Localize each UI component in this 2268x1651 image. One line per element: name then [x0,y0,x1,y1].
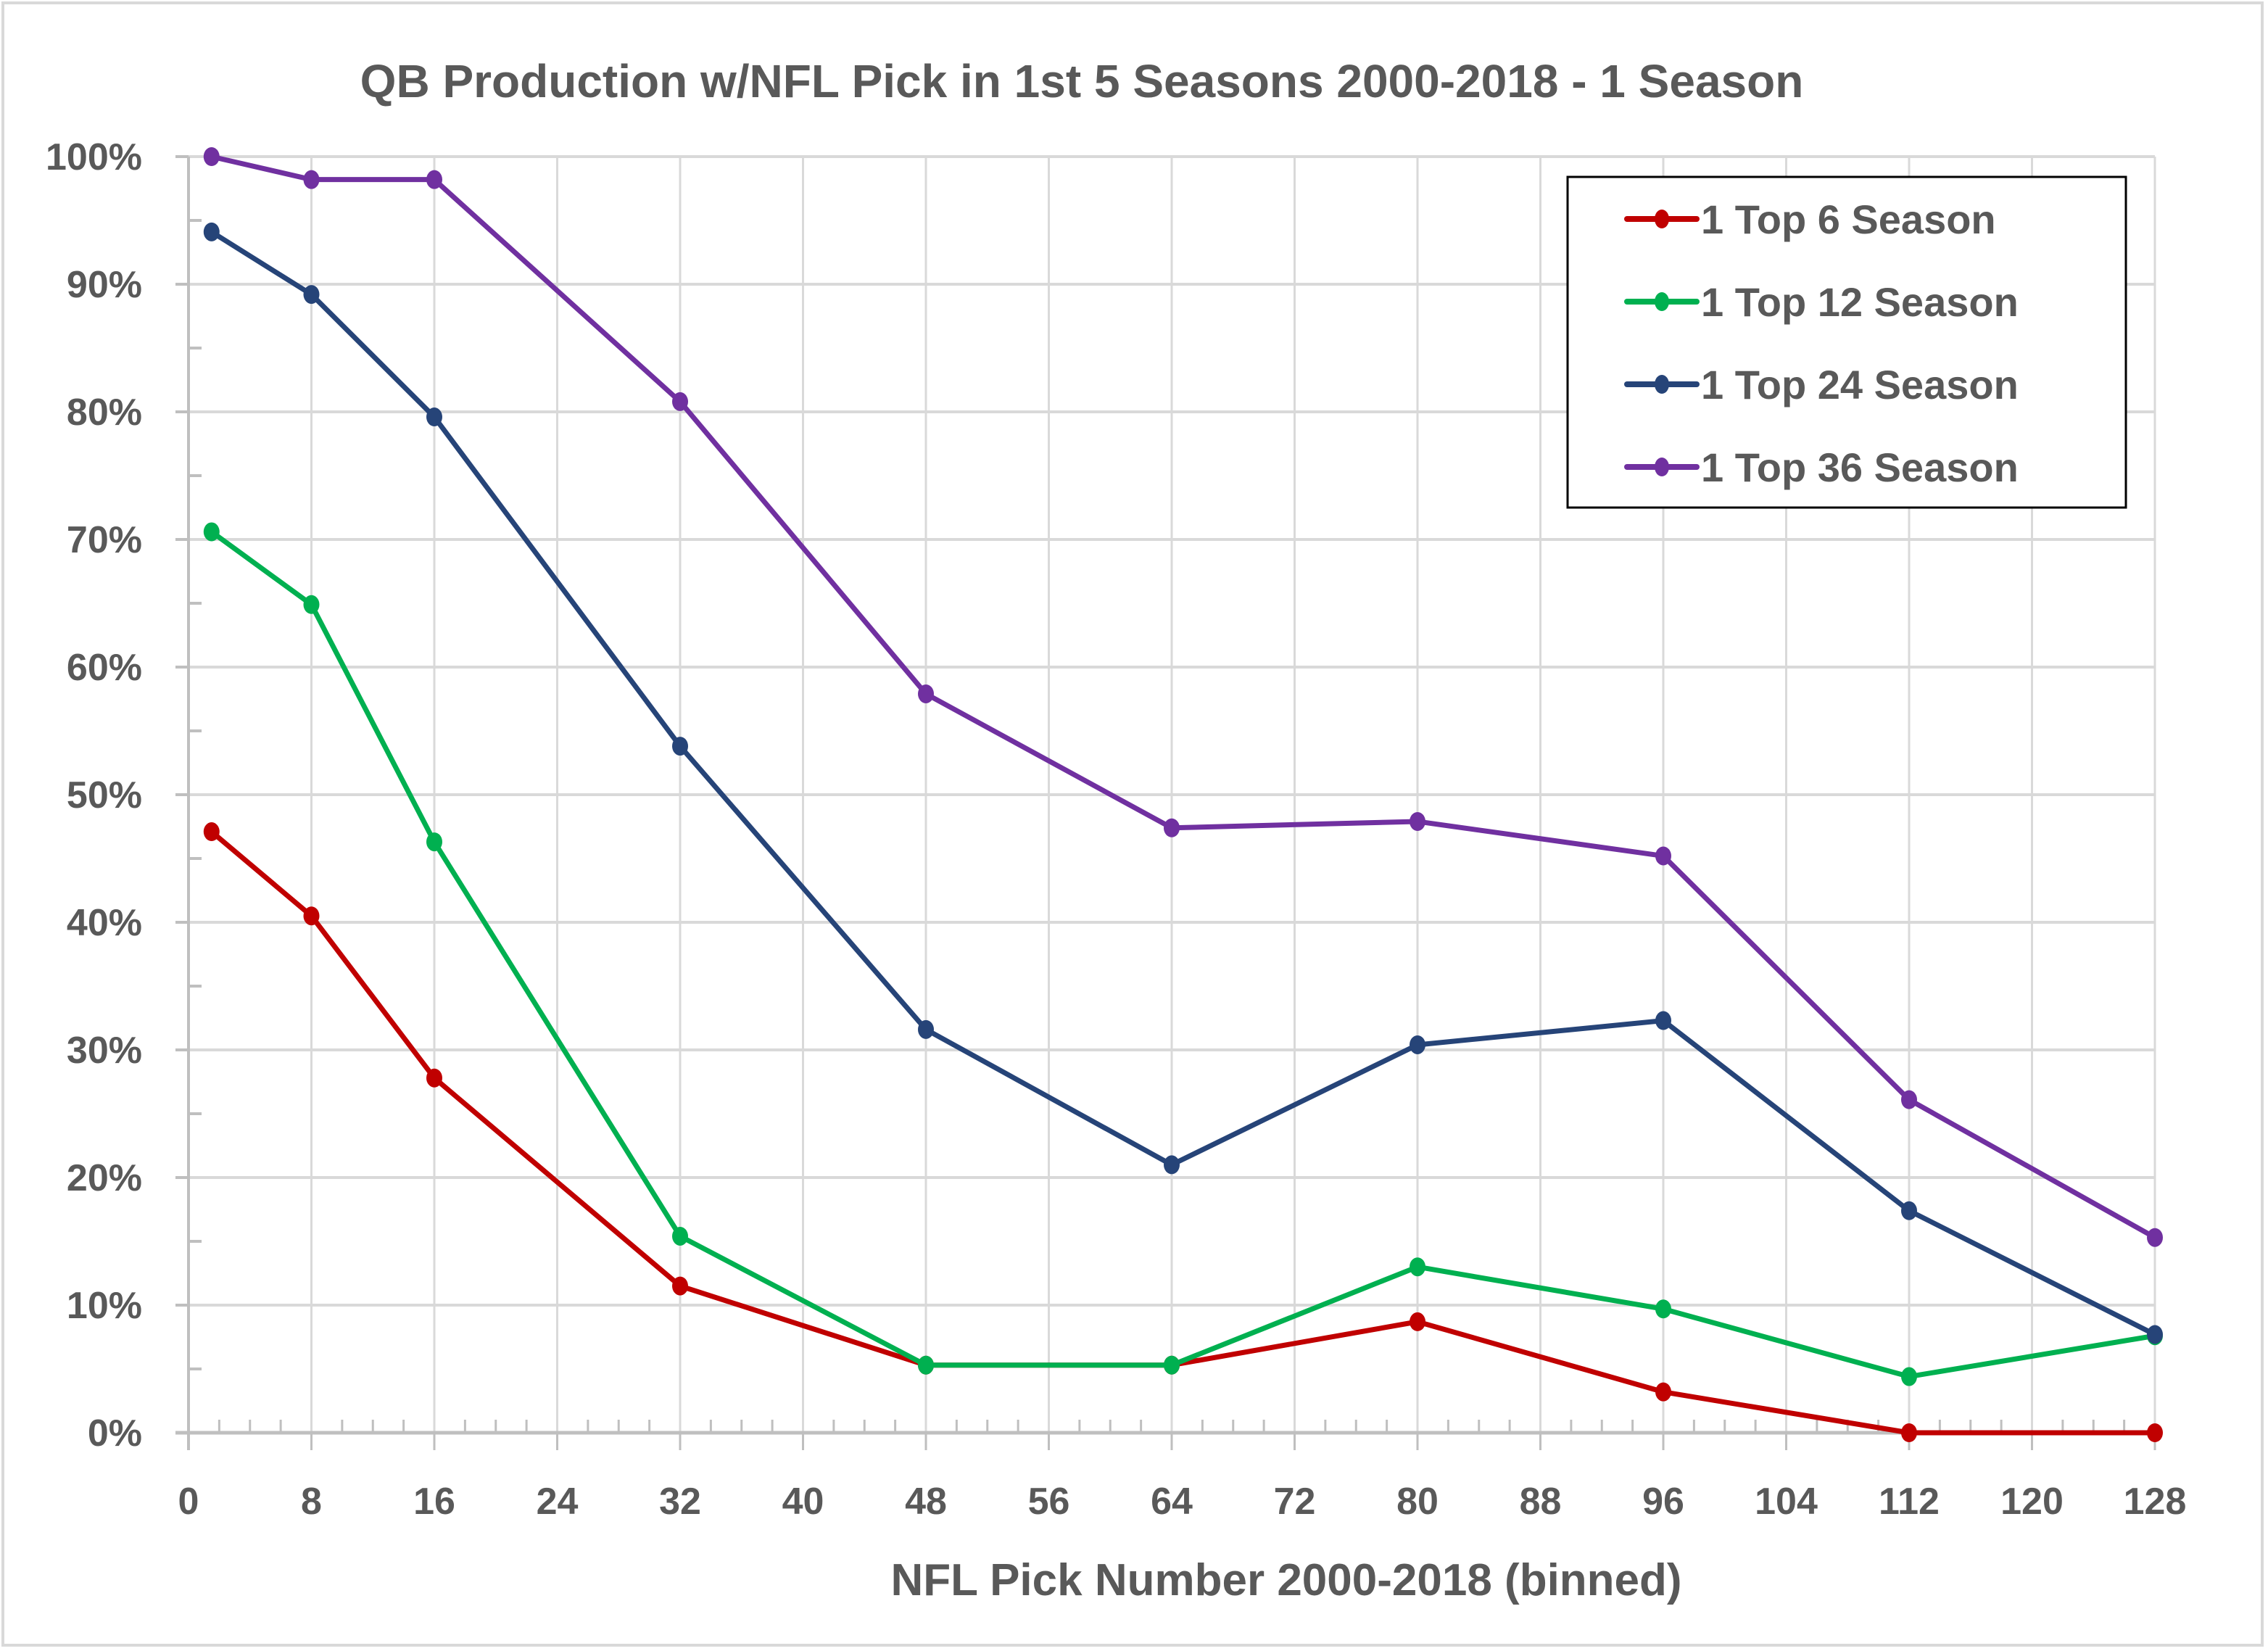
data-point [672,737,688,756]
legend-box [1566,175,2127,509]
x-tick-label: 96 [1642,1481,1684,1523]
data-point [1901,1090,1917,1109]
legend-marker-icon [1655,458,1669,476]
data-point [303,170,320,189]
x-tick-label: 72 [1274,1481,1316,1523]
data-point [203,147,220,166]
y-tick-label: 90% [67,264,142,306]
legend: 1 Top 6 Season 1 Top 12 Season 1 Top 24 Se… [1566,175,2127,509]
y-tick-label: 20% [67,1157,142,1199]
data-point [203,222,220,241]
y-tick-label: 0% [88,1412,142,1455]
tick-labels: 0% 10% 20% 30% 40% 50% 60% 70% 80% 90% 100% 0 8 16 24 3… [46,136,2186,1523]
chart-title: QB Production w/NFL Pick in 1st 5 Season… [360,55,1804,107]
x-tick-label: 120 [2000,1481,2064,1523]
series-1-top-6-season [203,822,2163,1442]
data-point [1655,1299,1671,1319]
x-tick-label: 32 [659,1481,701,1523]
x-tick-label: 16 [413,1481,455,1523]
x-tick-label: 64 [1151,1481,1193,1523]
data-point [1410,811,1425,831]
data-point [672,392,688,411]
data-point [203,522,220,542]
data-point [1655,846,1671,866]
y-tick-label: 10% [67,1285,142,1327]
data-point [1410,1035,1425,1054]
data-point [918,684,934,703]
data-point [2147,1325,2163,1344]
data-point [1164,818,1180,837]
gridlines [189,155,2156,1433]
data-point [303,906,320,926]
legend-label: 1 Top 12 Season [1701,279,2019,325]
data-point [426,170,442,189]
legend-item: 1 Top 24 Season [1624,362,2019,407]
y-tick-label: 30% [67,1030,142,1072]
data-point [1901,1367,1917,1386]
legend-marker-icon [1655,292,1669,311]
data-point [672,1276,688,1296]
legend-marker-icon [1655,210,1669,228]
legend-item: 1 Top 36 Season [1624,444,2019,490]
data-point [426,1068,442,1088]
legend-item: 1 Top 6 Season [1624,196,1996,242]
series-1-top-36-season [203,147,2163,1247]
data-point [303,285,320,305]
legend-label: 1 Top 24 Season [1701,362,2019,407]
data-point [2147,1423,2163,1442]
legend-label: 1 Top 36 Season [1701,444,2019,490]
series-line [209,529,2158,1380]
data-point [672,1226,688,1246]
data-point [1655,1382,1671,1402]
x-tick-label: 80 [1396,1481,1439,1523]
legend-label: 1 Top 6 Season [1701,196,1996,242]
series-1-top-24-season [203,222,2163,1344]
data-point [1164,1355,1180,1375]
series-1-top-12-season [203,522,2163,1386]
y-tick-label: 60% [67,647,142,689]
data-point [918,1355,934,1375]
legend-marker-icon [1655,375,1669,394]
x-tick-label: 24 [537,1481,579,1523]
x-tick-label: 8 [301,1481,322,1523]
data-point [426,832,442,852]
y-tick-label: 100% [46,136,142,178]
series-line [209,154,2158,1241]
x-tick-label: 128 [2124,1481,2187,1523]
data-point [1655,1011,1671,1030]
x-tick-label: 48 [905,1481,947,1523]
data-point [203,822,220,842]
data-point [426,407,442,427]
data-point [918,1019,934,1039]
data-point [1901,1201,1917,1220]
x-tick-label: 56 [1028,1481,1070,1523]
x-tick-label: 88 [1520,1481,1562,1523]
y-tick-label: 50% [67,774,142,816]
data-point [303,595,320,614]
x-tick-label: 104 [1755,1481,1818,1523]
data-point [2147,1228,2163,1247]
x-tick-label: 0 [178,1481,199,1523]
x-axis-title: NFL Pick Number 2000-2018 (binned) [890,1555,1681,1605]
axes [175,155,2156,1450]
y-tick-label: 80% [67,392,142,434]
y-tick-label: 70% [67,519,142,561]
y-tick-label: 40% [67,902,142,944]
legend-item: 1 Top 12 Season [1624,279,2019,325]
data-point [1410,1312,1425,1331]
series-line [209,229,2158,1337]
data-point [1410,1257,1425,1277]
data-point [1164,1155,1180,1175]
x-tick-label: 112 [1879,1481,1940,1523]
data-point [1901,1423,1917,1442]
x-tick-label: 40 [782,1481,824,1523]
series-lines [203,147,2163,1442]
